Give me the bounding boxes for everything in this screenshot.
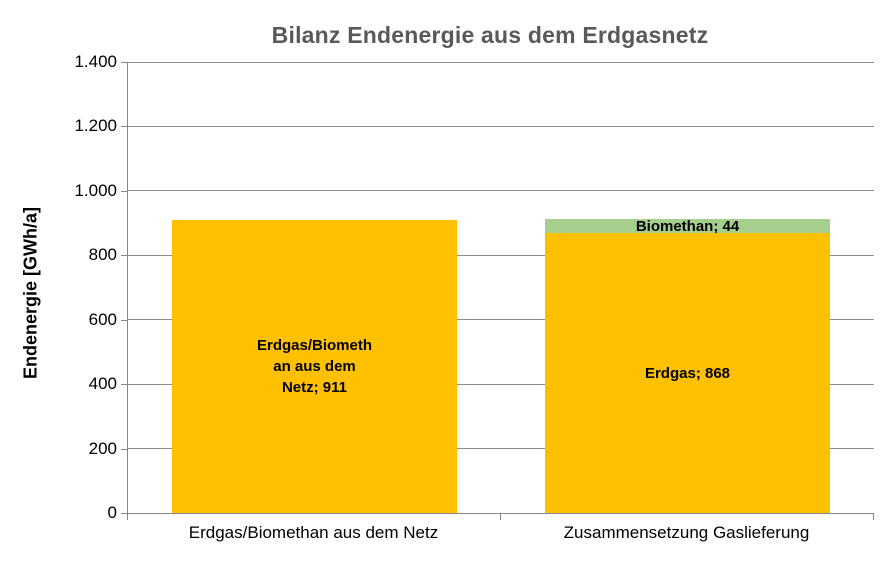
y-tick-label-400: 400 — [88, 374, 117, 394]
chart-title: Bilanz Endenergie aus dem Erdgasnetz — [271, 22, 709, 48]
x-axis-tick — [500, 514, 501, 520]
y-axis-tick — [121, 190, 127, 192]
y-tick-label-0: 0 — [107, 503, 117, 522]
y-axis-tick — [121, 513, 127, 514]
x-category-label-0: Erdgas/Biomethan aus dem Netz — [188, 523, 439, 542]
gridline-200 — [128, 448, 874, 450]
gridline-1000 — [128, 190, 874, 192]
gridline-1200 — [128, 125, 874, 127]
y-tick-label-600: 600 — [88, 309, 117, 329]
x-axis-tick — [127, 514, 128, 520]
gridline-400 — [128, 383, 874, 385]
y-axis-tick — [121, 62, 127, 63]
y-axis-tick — [121, 126, 127, 128]
bar-segment-biomethan — [545, 219, 830, 234]
y-axis-tick — [121, 319, 127, 321]
gridline-800 — [128, 254, 874, 256]
bar-segment-erdgas — [545, 233, 830, 513]
x-category-label-1: Zusammensetzung Gaslieferung — [563, 523, 810, 542]
y-tick-label-200: 200 — [88, 438, 117, 458]
y-tick-label-800: 800 — [88, 245, 117, 265]
y-axis-tick — [121, 384, 127, 386]
y-axis-tick — [121, 448, 127, 450]
plot-area: Erdgas/Biometh an aus dem Netz; 911 Erdgas;… — [127, 61, 874, 514]
y-tick-label-1.400: 1.400 — [74, 52, 117, 71]
x-axis-tick — [873, 514, 874, 520]
y-axis-title: Endenergie [GWh/a] — [20, 206, 41, 380]
bar-segment-erdgas — [172, 219, 457, 513]
gridline-1400 — [128, 61, 874, 63]
y-tick-label-1.200: 1.200 — [74, 116, 117, 136]
y-axis-tick — [121, 255, 127, 257]
y-tick-label-1.000: 1.000 — [74, 180, 117, 200]
gridline-600 — [128, 319, 874, 321]
